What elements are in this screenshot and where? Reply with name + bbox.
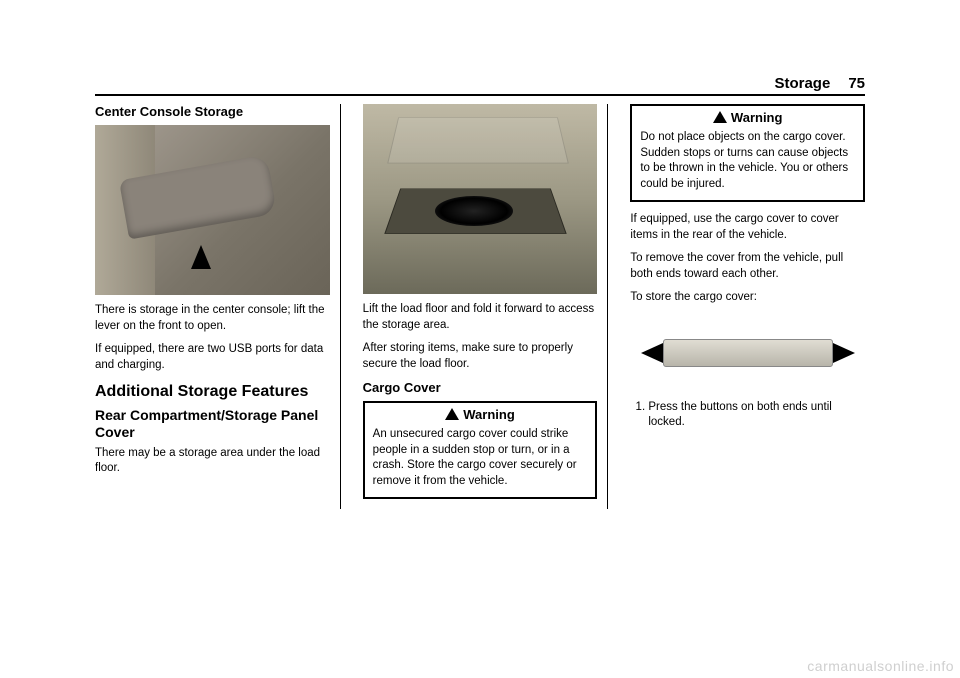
figure-center-console xyxy=(95,125,330,295)
page-number: 75 xyxy=(848,75,865,92)
step-item: Press the buttons on both ends until loc… xyxy=(648,400,865,431)
warning-triangle-icon xyxy=(713,111,727,126)
warning-title: Warning xyxy=(373,407,588,423)
warning-label: Warning xyxy=(463,407,515,422)
header-rule xyxy=(95,94,865,96)
warning-box: Warning An unsecured cargo cover could s… xyxy=(363,401,598,499)
body-text: Lift the load floor and fold it forward … xyxy=(363,302,598,333)
section-heading-additional-storage: Additional Storage Features xyxy=(95,383,330,401)
body-text: There may be a storage area under the lo… xyxy=(95,446,330,477)
figure-rear-storage xyxy=(363,104,598,294)
body-text: After storing items, make sure to proper… xyxy=(363,341,598,372)
running-header: Storage 75 xyxy=(95,75,865,94)
column-3: Warning Do not place objects on the carg… xyxy=(626,104,865,509)
column-1: Center Console Storage There is storage … xyxy=(95,104,341,509)
body-text: To remove the cover from the vehicle, pu… xyxy=(630,251,865,282)
body-text: If equipped, use the cargo cover to cove… xyxy=(630,212,865,243)
warning-triangle-icon xyxy=(445,408,459,423)
watermark-text: carmanualsonline.info xyxy=(807,658,954,674)
figure-cargo-cover xyxy=(630,314,865,392)
figure-tailgate xyxy=(387,117,569,163)
figure-spare-tire xyxy=(435,196,513,226)
step-list: Press the buttons on both ends until loc… xyxy=(630,400,865,431)
subsection-heading-rear-compartment: Rear Compartment/Storage Panel Cover xyxy=(95,407,330,441)
chapter-title: Storage xyxy=(774,75,830,92)
warning-text: An unsecured cargo cover could strike pe… xyxy=(373,427,588,489)
arrow-up-icon xyxy=(191,245,211,269)
section-heading-center-console: Center Console Storage xyxy=(95,104,330,119)
figure-cargo-roll xyxy=(663,339,833,367)
body-text: To store the cargo cover: xyxy=(630,290,865,306)
column-2: Lift the load floor and fold it forward … xyxy=(359,104,609,509)
arrow-right-icon xyxy=(641,343,663,363)
warning-title: Warning xyxy=(640,110,855,126)
warning-text: Do not place objects on the cargo cover.… xyxy=(640,130,855,192)
page-content: Storage 75 Center Console Storage There … xyxy=(95,75,865,635)
body-text: There is storage in the center console; … xyxy=(95,303,330,334)
arrow-left-icon xyxy=(833,343,855,363)
section-heading-cargo-cover: Cargo Cover xyxy=(363,380,598,395)
body-text: If equipped, there are two USB ports for… xyxy=(95,342,330,373)
warning-label: Warning xyxy=(731,110,783,125)
warning-box: Warning Do not place objects on the carg… xyxy=(630,104,865,202)
column-container: Center Console Storage There is storage … xyxy=(95,104,865,509)
